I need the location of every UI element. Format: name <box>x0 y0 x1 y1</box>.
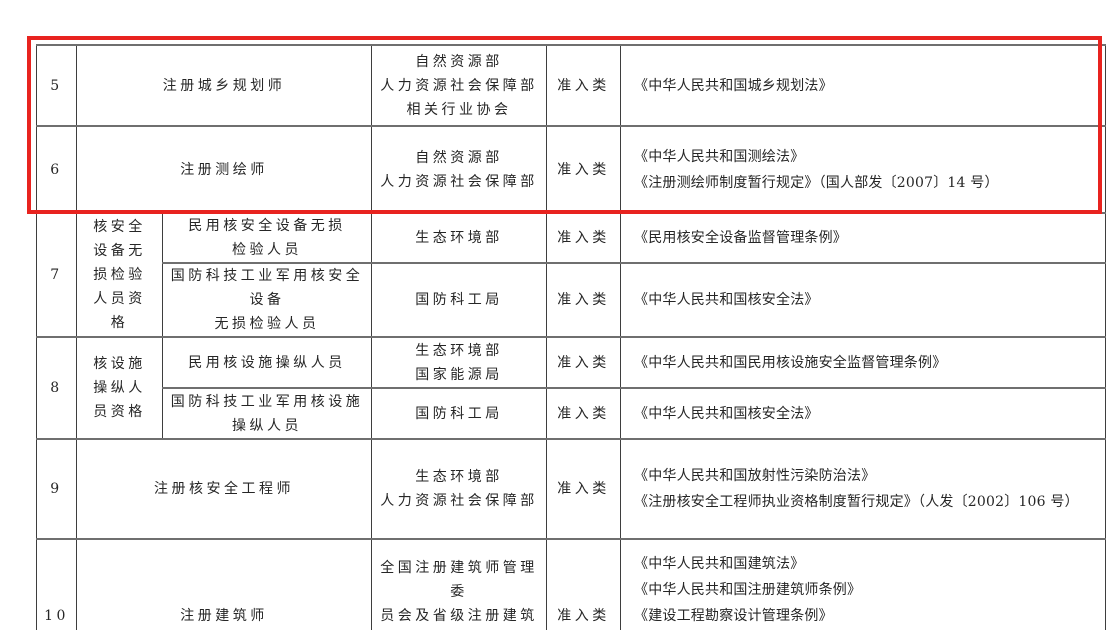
category-cell: 准入类 <box>546 262 621 338</box>
table-row: 8 核设施操纵人员资格 民用核设施操纵人员 生态环境部 国家能源局 准入类 《中… <box>36 336 1106 440</box>
category-cell: 准入类 <box>546 212 621 264</box>
legal-basis-cell: 《中华人民共和国核安全法》 <box>620 262 1106 338</box>
row-number-cell: 9 <box>36 438 77 540</box>
category-cell: 准入类 <box>546 125 621 214</box>
implementing-dept-cell: 自然资源部 人力资源社会保障部 相关行业协会 <box>371 44 547 127</box>
implementing-dept-cell: 生态环境部 人力资源社会保障部 <box>371 438 547 540</box>
qualification-name-cell: 民用核安全设备无损 检验人员 <box>162 212 372 264</box>
qualifications-table: 5 注册城乡规划师 自然资源部 人力资源社会保障部 相关行业协会 准入类 《中华… <box>36 44 1106 630</box>
legal-basis-cell: 《中华人民共和国测绘法》 《注册测绘师制度暂行规定》（国人部发〔2007〕14 … <box>620 125 1106 214</box>
qualification-name-cell: 注册测绘师 <box>76 125 372 214</box>
implementing-dept-cell: 国防科工局 <box>371 387 547 440</box>
table-row: 6 注册测绘师 自然资源部 人力资源社会保障部 准入类 《中华人民共和国测绘法》… <box>36 125 1106 214</box>
category-cell: 准入类 <box>546 336 621 389</box>
qualification-name-cell: 注册城乡规划师 <box>76 44 372 127</box>
category-cell: 准入类 <box>546 438 621 540</box>
qualification-name-cell: 注册核安全工程师 <box>76 438 372 540</box>
qualification-name-cell: 国防科技工业军用核安全设备 无损检验人员 <box>162 262 372 338</box>
implementing-dept-cell: 生态环境部 国家能源局 <box>371 336 547 389</box>
category-cell: 准入类 <box>546 538 621 630</box>
table-row: 国防科技工业军用核设施 操纵人员 国防科工局 准入类 《中华人民共和国核安全法》 <box>37 387 1106 440</box>
table-row: 9 注册核安全工程师 生态环境部 人力资源社会保障部 准入类 《中华人民共和国放… <box>36 438 1106 540</box>
qualification-name-cell: 国防科技工业军用核设施 操纵人员 <box>162 387 372 440</box>
row-number-cell: 10 <box>36 538 77 630</box>
category-cell: 准入类 <box>546 44 621 127</box>
implementing-dept-cell: 生态环境部 <box>371 212 547 264</box>
row-number-cell: 5 <box>36 44 77 127</box>
row-number-cell: 8 <box>36 336 77 440</box>
qualification-name-cell: 注册建筑师 <box>76 538 372 630</box>
group-name-cell: 核安全设备无损检验人员资格 <box>76 212 163 338</box>
legal-basis-cell: 《中华人民共和国放射性污染防治法》 《注册核安全工程师执业资格制度暂行规定》（人… <box>620 438 1106 540</box>
table-row: 国防科技工业军用核安全设备 无损检验人员 国防科工局 准入类 《中华人民共和国核… <box>37 262 1106 338</box>
legal-basis-cell: 《民用核安全设备监督管理条例》 <box>620 212 1106 264</box>
row-number-cell: 6 <box>36 125 77 214</box>
group-name-cell: 核设施操纵人员资格 <box>76 336 163 440</box>
legal-basis-cell: 《中华人民共和国建筑法》 《中华人民共和国注册建筑师条例》 《建设工程勘察设计管… <box>620 538 1106 630</box>
table-row: 5 注册城乡规划师 自然资源部 人力资源社会保障部 相关行业协会 准入类 《中华… <box>36 44 1106 127</box>
implementing-dept-cell: 国防科工局 <box>371 262 547 338</box>
table-row: 7 核安全设备无损检验人员资格 民用核安全设备无损 检验人员 生态环境部 准入类… <box>36 212 1106 338</box>
row-number-cell: 7 <box>36 212 77 338</box>
qualification-name-cell: 民用核设施操纵人员 <box>162 336 372 389</box>
legal-basis-cell: 《中华人民共和国城乡规划法》 <box>620 44 1106 127</box>
implementing-dept-cell: 自然资源部 人力资源社会保障部 <box>371 125 547 214</box>
category-cell: 准入类 <box>546 387 621 440</box>
legal-basis-cell: 《中华人民共和国核安全法》 <box>620 387 1106 440</box>
legal-basis-cell: 《中华人民共和国民用核设施安全监督管理条例》 <box>620 336 1106 389</box>
